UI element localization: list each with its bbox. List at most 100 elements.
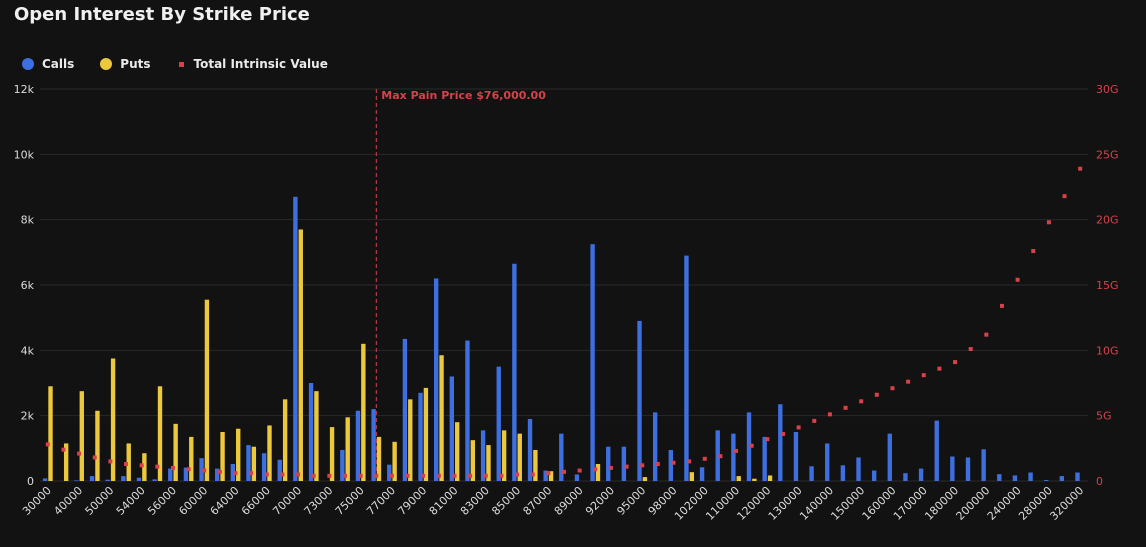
y-right-tick-label: 0 xyxy=(1096,475,1103,488)
puts-bar xyxy=(455,422,460,481)
x-tick-label: 85000 xyxy=(489,484,523,518)
intrinsic-value-point xyxy=(311,473,316,478)
intrinsic-value-point xyxy=(1062,194,1067,199)
puts-bar xyxy=(329,427,335,481)
calls-bar xyxy=(918,468,924,481)
chart-title: Open Interest By Strike Price xyxy=(14,4,310,25)
y-left-tick-label: 12k xyxy=(14,83,35,96)
calls-bar xyxy=(387,464,392,481)
intrinsic-value-point xyxy=(655,462,660,467)
x-tick-label: 110000 xyxy=(703,484,742,523)
intrinsic-value-point xyxy=(984,332,989,337)
y-right-tick-label: 15G xyxy=(1096,279,1119,292)
x-tick-label: 79000 xyxy=(395,484,429,518)
intrinsic-value-point xyxy=(608,465,613,470)
calls-bar xyxy=(183,467,189,481)
x-tick-label: 50000 xyxy=(83,484,117,518)
calls-bar xyxy=(856,457,861,481)
y-left-tick-label: 10k xyxy=(14,148,35,161)
x-tick-label: 280000 xyxy=(1016,484,1055,523)
intrinsic-value-point xyxy=(702,456,707,461)
puts-bar xyxy=(189,436,194,481)
calls-bar xyxy=(699,467,705,481)
calls-bar xyxy=(261,453,267,481)
puts-bar xyxy=(392,441,397,481)
puts-bar xyxy=(345,417,350,481)
calls-bar xyxy=(433,278,439,481)
x-tick-label: 66000 xyxy=(239,484,273,518)
intrinsic-value-point xyxy=(796,425,801,430)
calls-bar xyxy=(42,478,48,481)
x-tick-label: 56000 xyxy=(145,484,179,518)
calls-bar xyxy=(74,480,79,481)
puts-bar xyxy=(517,433,522,481)
puts-bar xyxy=(595,464,601,481)
calls-bar xyxy=(480,430,486,481)
calls-bar xyxy=(606,446,611,481)
intrinsic-value-point xyxy=(953,360,958,365)
calls-bar xyxy=(621,446,627,481)
x-tick-label: 140000 xyxy=(797,484,836,523)
x-tick-label: 64000 xyxy=(208,484,242,518)
calls-bar xyxy=(762,436,767,481)
puts-bar xyxy=(767,475,773,481)
intrinsic-value-point xyxy=(921,373,926,378)
puts-bar xyxy=(501,430,507,481)
calls-bar xyxy=(559,433,564,481)
puts-bar xyxy=(439,355,444,481)
calls-bar xyxy=(496,366,501,481)
x-tick-label: 81000 xyxy=(427,484,461,518)
intrinsic-value-point xyxy=(280,472,285,477)
calls-bar xyxy=(230,464,236,481)
puts-bar xyxy=(423,387,429,481)
intrinsic-value-point xyxy=(124,462,129,467)
puts-bar xyxy=(736,476,741,481)
intrinsic-value-point xyxy=(718,454,723,459)
calls-bar xyxy=(903,473,908,481)
x-tick-label: 40000 xyxy=(51,484,85,518)
intrinsic-value-point xyxy=(92,455,97,460)
puts-bar xyxy=(204,299,210,481)
calls-bar xyxy=(574,474,580,481)
intrinsic-value-point xyxy=(687,459,692,464)
legend-item-intrinsic[interactable]: Total Intrinsic Value xyxy=(177,57,328,71)
intrinsic-value-point xyxy=(1015,277,1020,282)
calls-bar xyxy=(105,479,110,481)
intrinsic-value-point xyxy=(389,473,394,478)
calls-bar xyxy=(371,409,376,481)
puts-bar xyxy=(642,477,648,481)
x-tick-label: 87000 xyxy=(521,484,555,518)
intrinsic-value-point xyxy=(249,471,254,476)
puts-bar xyxy=(486,445,491,481)
puts-bar xyxy=(376,436,382,481)
calls-bar xyxy=(465,340,470,481)
calls-bar xyxy=(1028,472,1033,481)
puts-bar xyxy=(63,443,69,481)
puts-bar xyxy=(236,428,241,481)
calls-bar xyxy=(871,470,877,481)
x-tick-label: 73000 xyxy=(302,484,336,518)
calls-bar xyxy=(997,474,1002,481)
calls-bar xyxy=(168,468,173,481)
puts-bar xyxy=(79,391,84,481)
x-tick-label: 75000 xyxy=(333,484,367,518)
puts-bar xyxy=(689,472,695,481)
intrinsic-value-point xyxy=(45,442,50,447)
max-pain-label: Max Pain Price $76,000.00 xyxy=(381,89,546,102)
x-tick-label: 92000 xyxy=(583,484,617,518)
legend-item-calls[interactable]: Calls xyxy=(22,57,74,71)
x-tick-label: 89000 xyxy=(552,484,586,518)
x-tick-label: 120000 xyxy=(735,484,774,523)
x-tick-label: 200000 xyxy=(954,484,993,523)
intrinsic-value-point xyxy=(264,472,269,477)
intrinsic-value-point xyxy=(108,459,113,464)
legend-label-calls: Calls xyxy=(42,57,75,71)
calls-bar xyxy=(731,433,736,481)
puts-bar xyxy=(95,410,100,481)
x-tick-label: 30000 xyxy=(20,484,54,518)
chart-legend: Calls Puts Total Intrinsic Value xyxy=(22,57,354,71)
calls-bar xyxy=(715,430,720,481)
legend-item-puts[interactable]: Puts xyxy=(100,57,151,71)
intrinsic-value-point xyxy=(296,472,301,477)
calls-bar xyxy=(527,418,533,481)
